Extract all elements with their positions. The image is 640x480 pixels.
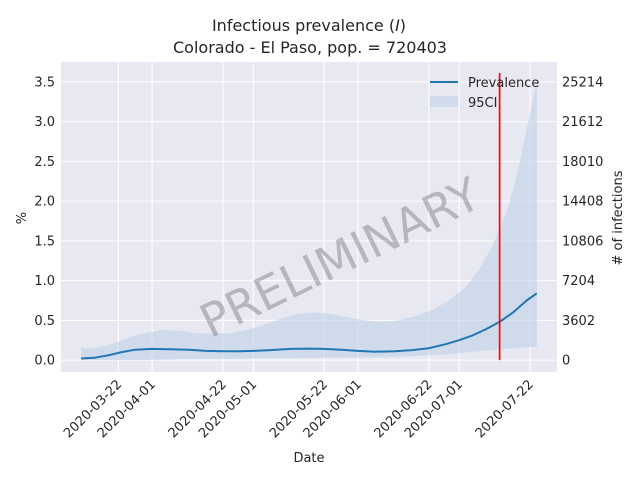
left-axis-label: % bbox=[15, 212, 30, 224]
right-tick-label: 10806 bbox=[562, 234, 603, 249]
legend-band-swatch bbox=[430, 96, 458, 107]
right-tick-label: 14408 bbox=[562, 195, 603, 210]
right-tick-label: 21612 bbox=[562, 115, 603, 130]
right-axis-label: # of infections bbox=[611, 170, 626, 265]
chart-title-line-2: Colorado - El Paso, pop. = 720403 bbox=[173, 38, 447, 57]
right-tick-label: 18010 bbox=[562, 155, 603, 170]
ci-band-95 bbox=[81, 81, 537, 361]
series-line-prevalence bbox=[81, 292, 538, 360]
left-tick-label: 0.0 bbox=[34, 354, 55, 369]
legend-label-prevalence: Prevalence bbox=[468, 76, 539, 91]
x-axis-label: Date bbox=[293, 451, 324, 466]
series-layer bbox=[81, 292, 538, 360]
ci-band-layer bbox=[81, 81, 537, 361]
right-tick-label: 3602 bbox=[562, 314, 595, 329]
left-axis-ticks: 0.0 0.5 1.0 1.5 2.0 2.5 3.0 3.5 bbox=[34, 75, 55, 368]
right-tick-label: 25214 bbox=[562, 75, 603, 90]
left-tick-label: 2.0 bbox=[34, 195, 55, 210]
x-tick-label: 2020-07-22 bbox=[473, 377, 537, 441]
left-tick-label: 2.5 bbox=[34, 155, 55, 170]
left-tick-label: 1.5 bbox=[34, 234, 55, 249]
left-tick-label: 0.5 bbox=[34, 314, 55, 329]
left-tick-label: 1.0 bbox=[34, 274, 55, 289]
left-tick-label: 3.0 bbox=[34, 115, 55, 130]
left-tick-label: 3.5 bbox=[34, 75, 55, 90]
legend: Prevalence 95CI bbox=[430, 76, 539, 111]
chart-title-line-1: Infectious prevalence (I) bbox=[212, 16, 406, 35]
right-axis-ticks: 0 3602 7204 10806 14408 18010 21612 25214 bbox=[562, 75, 603, 368]
right-tick-label: 7204 bbox=[562, 274, 595, 289]
right-tick-label: 0 bbox=[562, 354, 570, 369]
legend-label-95ci: 95CI bbox=[468, 96, 497, 111]
